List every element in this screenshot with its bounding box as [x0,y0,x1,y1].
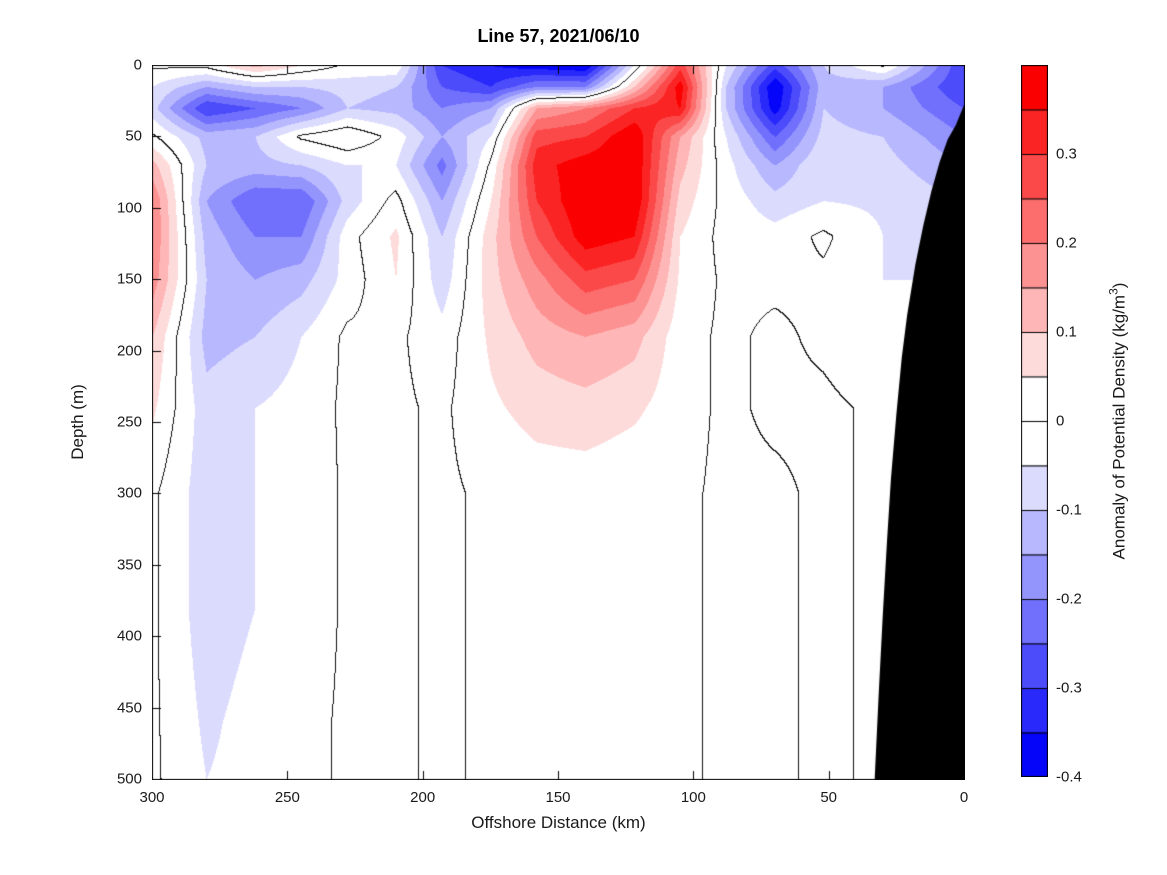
y-tick-label-500: 500 [116,770,142,788]
y-tick-label-450: 450 [116,699,142,717]
colorbar [1021,65,1048,777]
x-tick-label-0: 0 [959,789,969,806]
colorbar-tick-label--0.4: -0.4 [1056,768,1082,786]
y-tick-label-400: 400 [116,627,142,645]
y-tick-label-150: 150 [116,270,142,288]
plot-title: Line 57, 2021/06/10 [477,26,640,46]
x-axis-label: Offshore Distance (km) [471,813,646,832]
colorbar-tick-label--0.3: -0.3 [1056,679,1082,697]
x-tick-label-100: 100 [680,789,706,806]
y-axis-label: Depth (m) [68,384,87,460]
colorbar-tick-label--0.2: -0.2 [1056,590,1082,608]
colorbar-label: Anomaly of Potential Density (kg/m3) [1106,282,1129,560]
y-tick-label-200: 200 [116,342,142,360]
x-tick-label-300: 300 [139,789,165,806]
x-tick-label-50: 50 [820,789,837,806]
colorbar-tick-label-0.2: 0.2 [1056,234,1077,252]
y-tick-label-0: 0 [133,56,142,74]
y-tick-label-250: 250 [116,413,142,431]
contour-plot-canvas [152,65,965,780]
colorbar-tick-label--0.1: -0.1 [1056,501,1082,519]
colorbar-tick-label-0.3: 0.3 [1056,145,1077,163]
y-tick-label-300: 300 [116,484,142,502]
x-tick-label-250: 250 [274,789,300,806]
y-tick-label-50: 50 [125,127,142,145]
colorbar-tick-label-0.1: 0.1 [1056,323,1077,341]
y-tick-label-350: 350 [116,556,142,574]
x-tick-label-200: 200 [410,789,436,806]
x-tick-label-150: 150 [545,789,571,806]
colorbar-tick-label-0: 0 [1056,412,1065,430]
y-tick-label-100: 100 [116,199,142,217]
